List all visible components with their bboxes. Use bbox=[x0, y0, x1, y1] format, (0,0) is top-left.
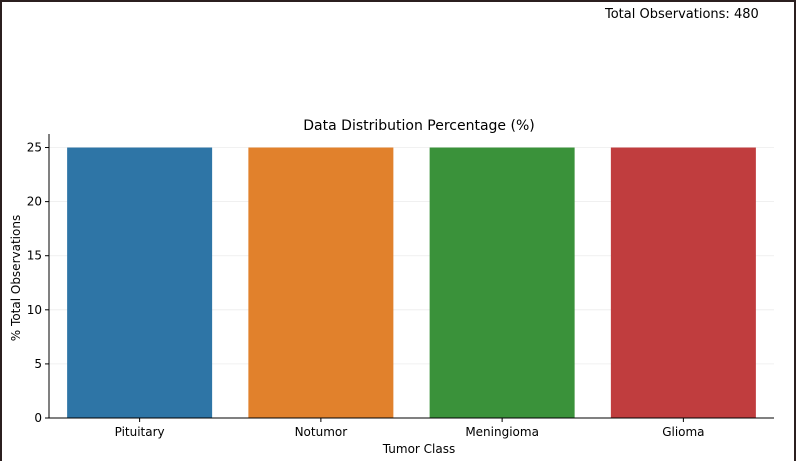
axes-layer bbox=[48, 134, 774, 419]
y-tick-label: 5 bbox=[34, 357, 42, 371]
x-tick-label: Meningioma bbox=[465, 425, 539, 439]
total-observations-annotation: Total Observations: 480 bbox=[605, 7, 759, 22]
y-tick-label: 25 bbox=[27, 141, 42, 155]
y-tick-label: 20 bbox=[27, 195, 42, 209]
y-axis-label: % Total Observations bbox=[9, 215, 23, 341]
y-tick-label: 10 bbox=[27, 303, 42, 317]
x-axis-label: Tumor Class bbox=[382, 442, 455, 456]
bar-meningioma bbox=[429, 147, 575, 418]
x-tick-label: Notumor bbox=[295, 425, 348, 439]
bar-notumor bbox=[248, 147, 394, 418]
bar-pituitary bbox=[67, 147, 213, 418]
x-tick-label: Glioma bbox=[662, 425, 704, 439]
x-tick-label: Pituitary bbox=[115, 425, 165, 439]
y-tick-label: 15 bbox=[27, 249, 42, 263]
chart-title: Data Distribution Percentage (%) bbox=[303, 118, 534, 134]
ticks-layer: Pituitary Notumor Meningioma Glioma 0 5 10 15 20… bbox=[27, 141, 705, 439]
bars-layer bbox=[67, 147, 756, 418]
y-tick-label: 0 bbox=[34, 411, 42, 425]
bar-glioma bbox=[610, 147, 756, 418]
